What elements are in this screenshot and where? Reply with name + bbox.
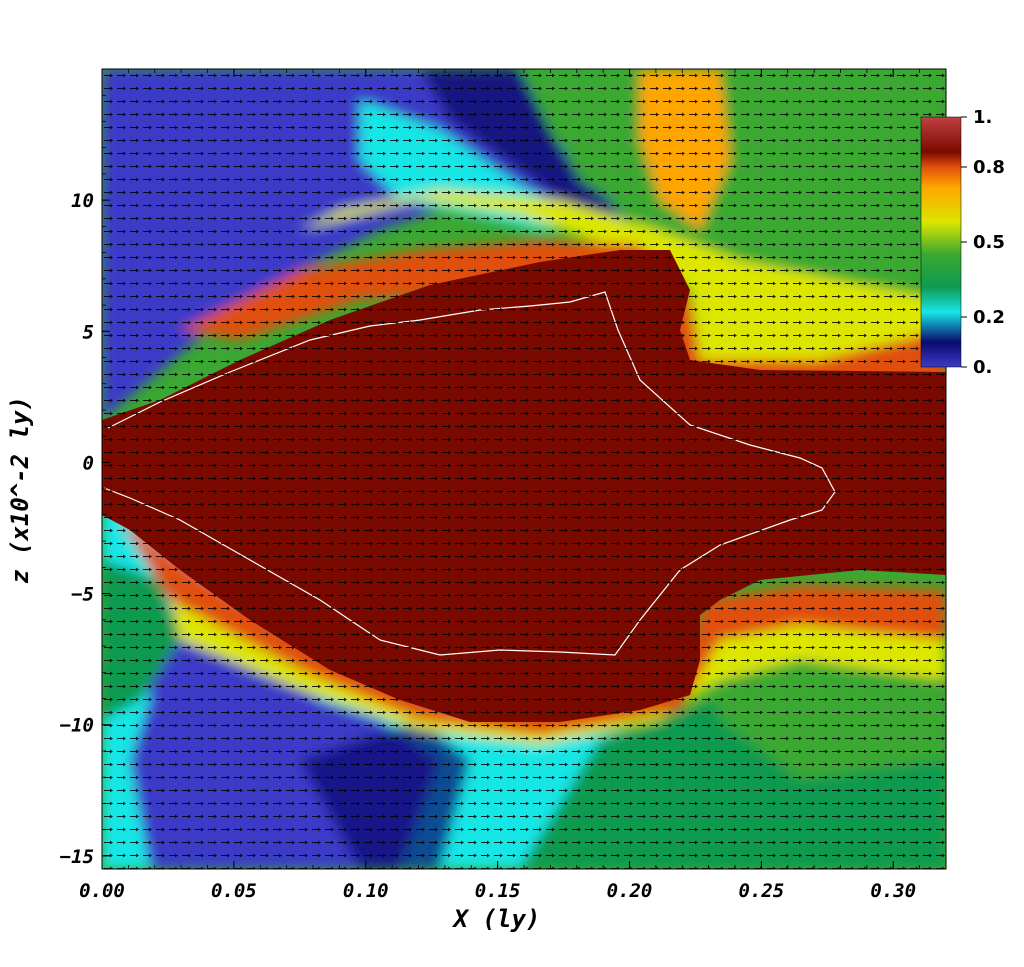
colorbar-tick-label: 0.5 [973, 232, 1005, 253]
colorbar-tick-label: 0.8 [973, 157, 1005, 178]
x-axis-ticks [101, 69, 947, 869]
velocity-vectors [102, 69, 946, 869]
x-tick-label: 0.05 [211, 880, 257, 902]
x-axis-tick-labels: 0.00 0.05 0.10 0.15 0.20 0.25 0.30 [79, 880, 916, 902]
y-tick-label: −10 [60, 715, 94, 737]
y-tick-label: 10 [71, 190, 94, 212]
x-tick-label: 0.15 [475, 880, 521, 902]
colorbar-tick-label: 0. [973, 357, 992, 378]
y-tick-label: −5 [71, 584, 94, 606]
x-axis-title: X (ly) [452, 905, 541, 933]
colorbar-gradient [920, 116, 962, 368]
y-tick-label: −15 [60, 846, 94, 868]
y-axis-title: z (x10^-2 ly) [6, 396, 34, 584]
y-tick-label: 0 [83, 452, 94, 474]
colorbar-ticks: 1. 0.8 0.5 0.2 0. [961, 107, 1005, 378]
y-tick-label: 5 [83, 321, 94, 343]
x-tick-label: 0.10 [343, 880, 389, 902]
colorbar: 1. 0.8 0.5 0.2 0. [920, 107, 1005, 378]
y-axis-ticks [102, 94, 110, 857]
y-axis-tick-labels: 10 5 0 −5 −10 −15 [60, 190, 94, 868]
x-tick-label: 0.25 [738, 880, 784, 902]
plot-area [102, 69, 946, 869]
colorbar-tick-label: 1. [973, 107, 992, 128]
colorbar-tick-label: 0.2 [973, 307, 1005, 328]
x-tick-label: 0.20 [607, 880, 653, 902]
x-tick-label: 0.30 [870, 880, 916, 902]
x-tick-label: 0.00 [79, 880, 125, 902]
